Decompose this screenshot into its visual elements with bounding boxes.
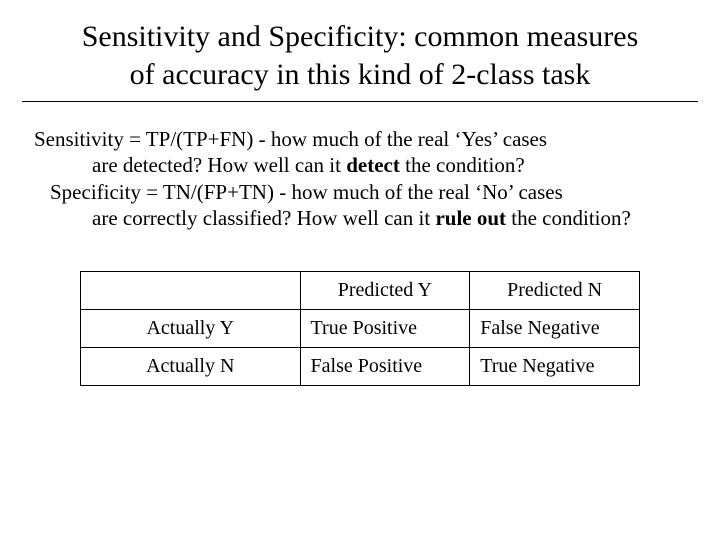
- cell-false-positive: False Positive: [300, 348, 470, 386]
- col-header-predicted-n: Predicted N: [470, 272, 640, 310]
- specificity-line-2-c: the condition?: [506, 206, 631, 230]
- sensitivity-line-1: Sensitivity = TP/(TP+FN) - how much of t…: [22, 126, 698, 152]
- sensitivity-line-2-a: are detected? How well can it: [92, 153, 346, 177]
- table-row: Actually N False Positive True Negative: [81, 348, 640, 386]
- specificity-line-1: Specificity = TN/(FP+TN) - how much of t…: [22, 179, 698, 205]
- confusion-matrix-wrap: Predicted Y Predicted N Actually Y True …: [22, 271, 698, 386]
- specificity-line-2-a: are correctly classified? How well can i…: [92, 206, 435, 230]
- cell-true-positive: True Positive: [300, 310, 470, 348]
- specificity-line-2: are correctly classified? How well can i…: [22, 205, 698, 231]
- title-line-1: Sensitivity and Specificity: common meas…: [82, 20, 639, 53]
- table-row: Actually Y True Positive False Negative: [81, 310, 640, 348]
- definitions-block: Sensitivity = TP/(TP+FN) - how much of t…: [22, 126, 698, 231]
- slide-title: Sensitivity and Specificity: common meas…: [22, 18, 698, 102]
- title-line-2: of accuracy in this kind of 2-class task: [130, 58, 591, 91]
- table-header-row: Predicted Y Predicted N: [81, 272, 640, 310]
- cell-false-negative: False Negative: [470, 310, 640, 348]
- specificity-ruleout-bold: rule out: [435, 206, 506, 230]
- sensitivity-line-2-c: the condition?: [400, 153, 525, 177]
- sensitivity-detect-bold: detect: [346, 153, 400, 177]
- table-corner-cell: [81, 272, 301, 310]
- confusion-matrix-table: Predicted Y Predicted N Actually Y True …: [80, 271, 640, 386]
- row-header-actually-n: Actually N: [81, 348, 301, 386]
- col-header-predicted-y: Predicted Y: [300, 272, 470, 310]
- cell-true-negative: True Negative: [470, 348, 640, 386]
- row-header-actually-y: Actually Y: [81, 310, 301, 348]
- sensitivity-line-2: are detected? How well can it detect the…: [22, 152, 698, 178]
